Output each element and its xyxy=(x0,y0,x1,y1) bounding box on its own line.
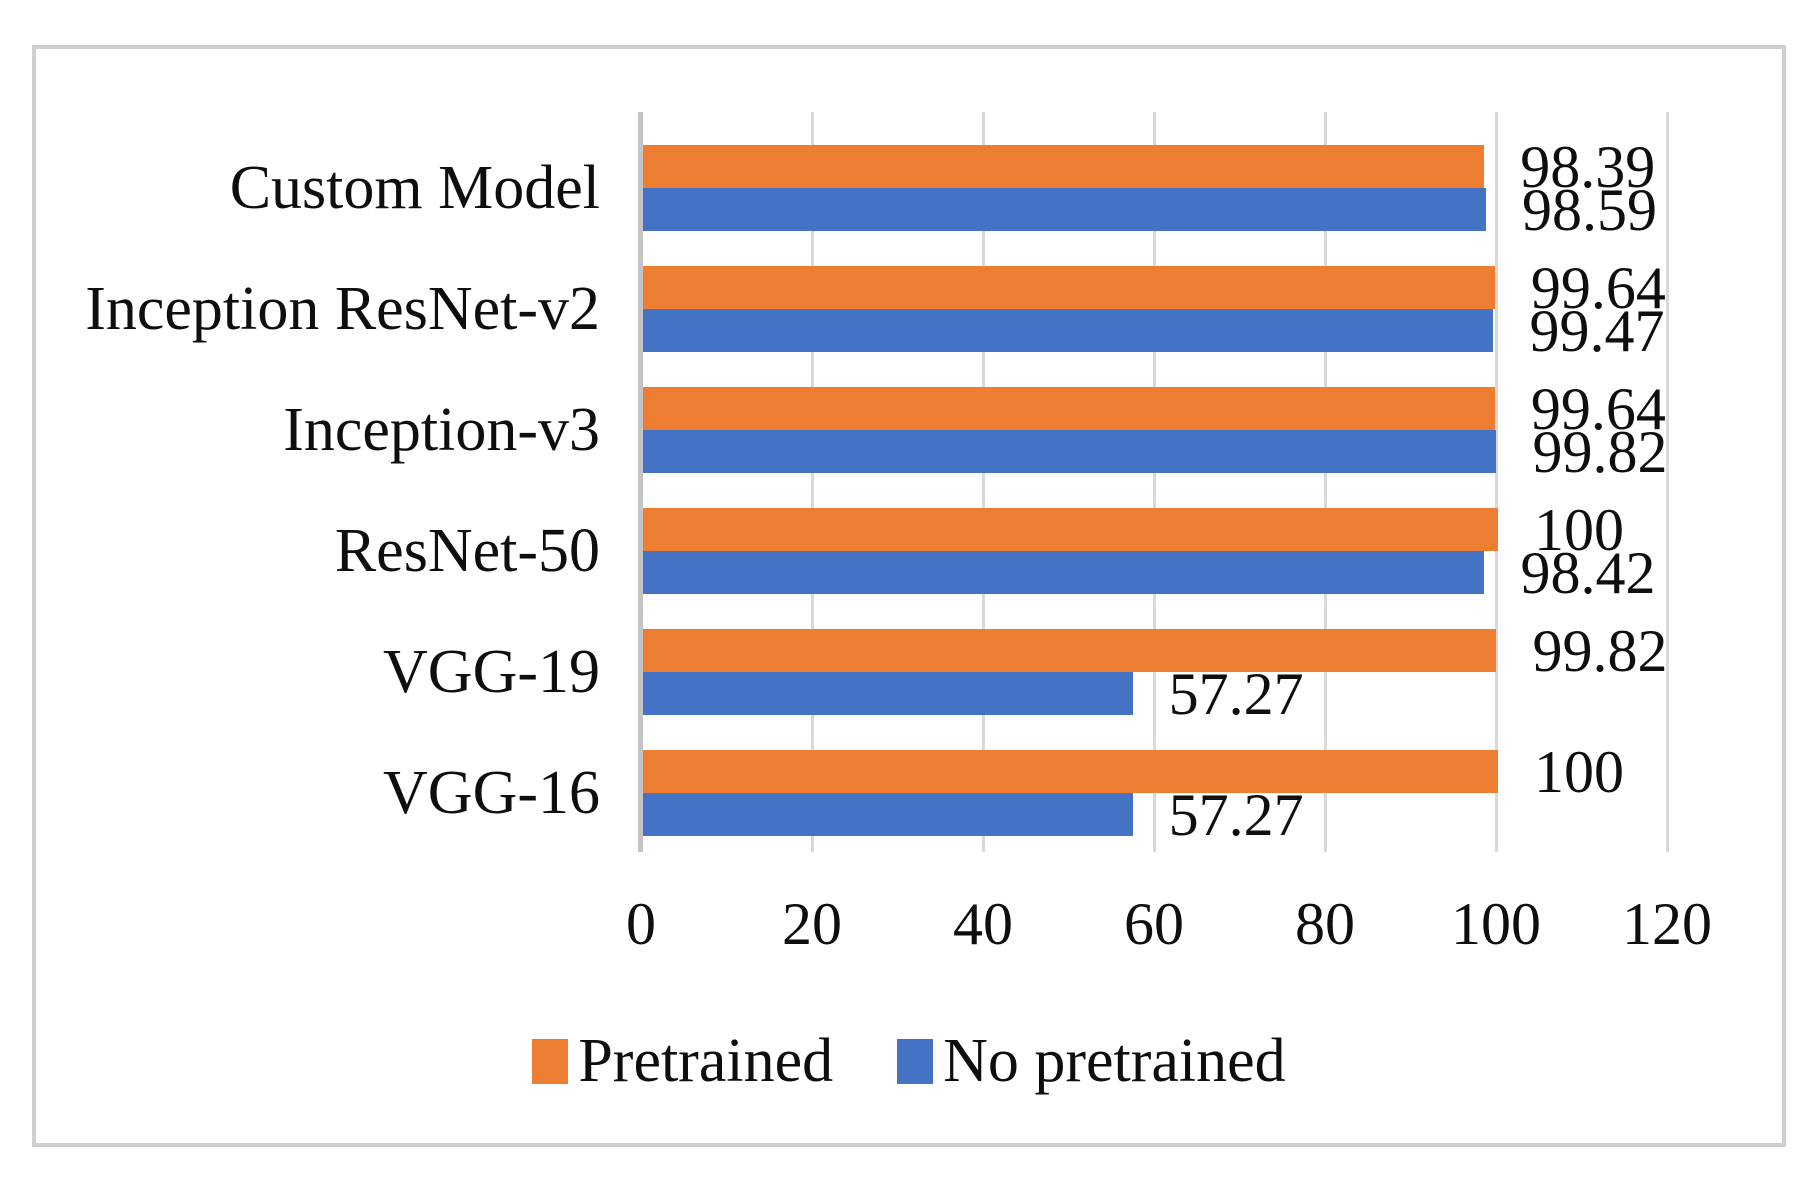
category-label: Custom Model xyxy=(229,154,600,222)
legend-item-pretrained: Pretrained xyxy=(532,1027,833,1095)
value-label: 57.27 xyxy=(1168,660,1304,727)
value-label: 100 xyxy=(1534,738,1624,805)
category-label: VGG-16 xyxy=(383,759,600,827)
category-label: Inception ResNet-v2 xyxy=(85,275,600,343)
value-label: 98.59 xyxy=(1521,176,1657,243)
value-label: 57.27 xyxy=(1168,781,1304,848)
axis-tick-label: 40 xyxy=(953,891,1013,957)
value-label: 99.82 xyxy=(1532,418,1668,485)
bar-pretrained-resnet-50 xyxy=(643,508,1498,551)
gridline-120 xyxy=(1666,112,1669,852)
legend-swatch-pretrained xyxy=(532,1038,569,1084)
bar-no-pretrained-custom-model xyxy=(643,188,1486,231)
bar-pretrained-inception-v3 xyxy=(643,387,1495,430)
legend-label: No pretrained xyxy=(943,1027,1286,1095)
bar-pretrained-custom-model xyxy=(643,145,1485,188)
axis-tick-label: 0 xyxy=(626,891,656,957)
category-label: Inception-v3 xyxy=(283,396,600,464)
axis-tick-label: 100 xyxy=(1451,891,1541,957)
value-label: 99.64 xyxy=(1530,375,1666,442)
value-label: 99.64 xyxy=(1530,254,1666,321)
category-axis-line xyxy=(638,112,643,852)
bar-no-pretrained-vgg-16 xyxy=(643,793,1133,836)
value-label: 99.47 xyxy=(1529,297,1665,364)
bar-no-pretrained-inception-resnet-v2 xyxy=(643,309,1494,352)
bar-pretrained-inception-resnet-v2 xyxy=(643,266,1495,309)
bar-no-pretrained-vgg-19 xyxy=(643,672,1133,715)
category-label: ResNet-50 xyxy=(334,517,600,585)
gridline-80 xyxy=(1324,112,1327,852)
bar-no-pretrained-resnet-50 xyxy=(643,551,1485,594)
value-label: 99.82 xyxy=(1532,617,1668,684)
bar-chart-plot: Custom Model 98.39 98.59 Inception ResNet-v… xyxy=(36,49,1782,1143)
legend-label: Pretrained xyxy=(578,1027,834,1095)
gridline-60 xyxy=(1153,112,1156,852)
bar-pretrained-vgg-16 xyxy=(643,750,1498,793)
gridline-40 xyxy=(982,112,985,852)
value-label: 98.42 xyxy=(1520,539,1656,606)
value-label: 100 xyxy=(1534,496,1624,563)
gridline-100 xyxy=(1495,112,1498,852)
figure-frame: Custom Model 98.39 98.59 Inception ResNet-v… xyxy=(32,45,1786,1147)
chart-legend: Pretrained No pretrained xyxy=(36,1027,1782,1095)
category-label: VGG-19 xyxy=(383,638,600,706)
legend-item-no-pretrained: No pretrained xyxy=(897,1027,1286,1095)
legend-swatch-no-pretrained xyxy=(897,1038,934,1084)
axis-tick-label: 120 xyxy=(1622,891,1712,957)
axis-tick-label: 20 xyxy=(782,891,842,957)
axis-tick-label: 60 xyxy=(1124,891,1184,957)
bar-no-pretrained-inception-v3 xyxy=(643,430,1497,473)
axis-tick-label: 80 xyxy=(1295,891,1355,957)
bar-pretrained-vgg-19 xyxy=(643,629,1497,672)
value-label: 98.39 xyxy=(1520,133,1656,200)
gridline-20 xyxy=(811,112,814,852)
